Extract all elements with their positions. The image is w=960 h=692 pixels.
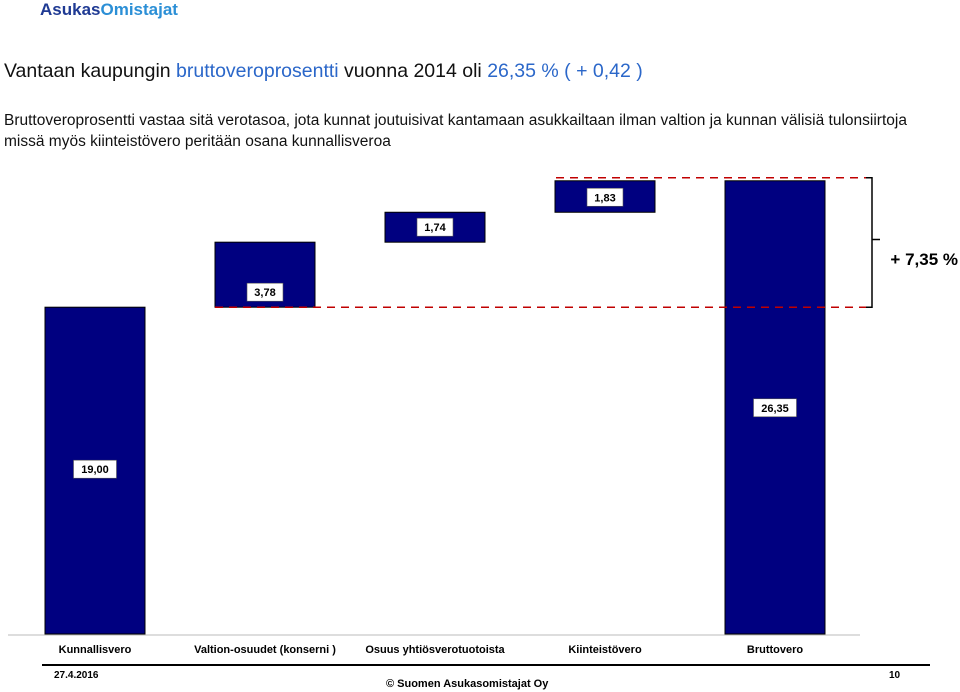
change-annotation: + 7,35 %	[890, 250, 958, 269]
value-label-1: 19,00	[81, 464, 109, 476]
value-label-box-3	[416, 217, 454, 237]
value-label-5: 26,35	[761, 403, 789, 415]
footer-divider	[42, 664, 930, 666]
footer-page-number: 10	[889, 670, 901, 681]
category-label-2: Valtion-osuudet (konserni )	[194, 644, 336, 656]
page-title: Vantaan kaupungin bruttoveroprosentti vu…	[4, 60, 643, 83]
category-label-5: Bruttovero	[747, 644, 804, 656]
logo: AsukasOmistajat	[40, 0, 178, 20]
category-label-4: Kiinteistövero	[568, 644, 642, 656]
footer-date: 27.4.2016	[54, 670, 99, 681]
page-subtitle: Bruttoveroprosentti vastaa sitä verotaso…	[4, 112, 907, 150]
title-part4: 26,35 % ( + 0,42 )	[487, 60, 643, 82]
value-label-box-5	[753, 398, 797, 418]
category-label-3: Osuus yhtiösverotuotoista	[365, 644, 505, 656]
value-label-box-1	[73, 459, 117, 479]
title-part3: vuonna 2014 oli	[338, 60, 488, 82]
value-label-3: 1,74	[424, 222, 446, 234]
value-label-4: 1,83	[594, 192, 615, 204]
logo-part1: Asukas	[40, 0, 101, 19]
bracket-icon	[866, 177, 880, 308]
title-part2: bruttoveroprosentti	[176, 60, 339, 82]
value-label-2: 3,78	[254, 287, 275, 299]
value-label-box-4	[586, 187, 624, 207]
value-label-box-2	[246, 282, 284, 302]
footer-copyright: © Suomen Asukasomistajat Oy	[386, 678, 549, 690]
logo-part2: Omistajat	[100, 0, 178, 19]
title-part1: Vantaan kaupungin	[4, 60, 177, 82]
category-label-1: Kunnallisvero	[59, 644, 132, 656]
